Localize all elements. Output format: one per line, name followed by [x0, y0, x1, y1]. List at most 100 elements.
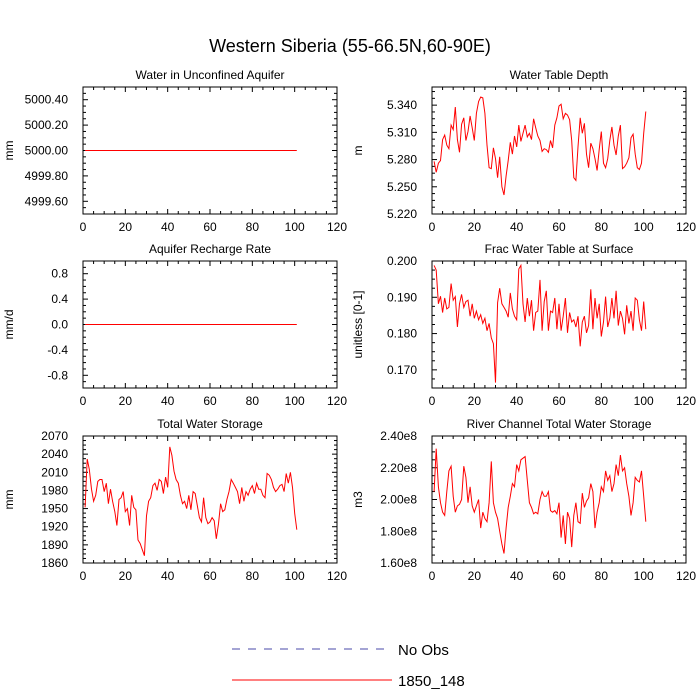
- x-tick-label: 100: [634, 569, 654, 583]
- series-line: [433, 96, 647, 196]
- y-tick-label: 2.00e8: [380, 493, 417, 507]
- x-tick-label: 20: [468, 220, 482, 234]
- panel-title: Water in Unconfined Aquifer: [136, 68, 285, 82]
- y-tick-label: 5.220: [387, 207, 417, 221]
- x-tick-label: 60: [203, 569, 217, 583]
- x-tick-label: 80: [246, 569, 260, 583]
- y-tick-label: -0.4: [47, 343, 68, 357]
- panel-title: River Channel Total Water Storage: [467, 417, 652, 431]
- panel-title: Water Table Depth: [510, 68, 609, 82]
- y-tick-label: -0.8: [47, 368, 68, 382]
- plot-frame: [431, 260, 687, 389]
- panel-river-channel-total-water-storage: River Channel Total Water Storage m3 0 20 40…: [351, 417, 696, 583]
- y-tick-label: 0.8: [51, 267, 68, 281]
- y-tick-label: 2070: [41, 429, 68, 443]
- y-tick-label: 0.200: [387, 254, 417, 268]
- panel-title: Aquifer Recharge Rate: [149, 242, 271, 256]
- plot-frame: [82, 435, 338, 564]
- y-tick-label: 5000.40: [25, 93, 69, 107]
- y-tick-label: 1890: [41, 538, 68, 552]
- y-axis-label: unitless [0-1]: [351, 290, 365, 358]
- y-tick-label: 1.60e8: [380, 556, 417, 570]
- x-tick-label: 100: [285, 394, 305, 408]
- x-tick-label: 0: [429, 220, 436, 234]
- y-tick-label: 2010: [41, 465, 68, 479]
- x-tick-label: 0: [80, 220, 87, 234]
- x-tick-label: 100: [634, 394, 654, 408]
- y-tick-label: 5.250: [387, 180, 417, 194]
- y-tick-label: 1980: [41, 483, 68, 497]
- y-tick-label: 1860: [41, 556, 68, 570]
- y-axis-label: m3: [351, 491, 365, 508]
- x-tick-label: 120: [676, 220, 696, 234]
- x-tick-label: 100: [285, 569, 305, 583]
- x-tick-label: 80: [246, 394, 260, 408]
- series-line: [433, 263, 647, 383]
- x-tick-label: 120: [327, 569, 347, 583]
- x-tick-label: 120: [676, 394, 696, 408]
- y-tick-label: 0.170: [387, 363, 417, 377]
- x-tick-label: 80: [595, 394, 609, 408]
- x-tick-label: 40: [510, 569, 524, 583]
- x-tick-label: 20: [468, 569, 482, 583]
- y-tick-label: 5.280: [387, 153, 417, 167]
- y-tick-label: 1.80e8: [380, 524, 417, 538]
- x-tick-label: 120: [327, 394, 347, 408]
- panel-total-water-storage: Total Water Storage mm 0 20 40 60 80 100 120 1860…: [2, 417, 347, 583]
- y-tick-label: 0.4: [51, 292, 68, 306]
- x-tick-label: 60: [203, 394, 217, 408]
- x-tick-label: 60: [552, 220, 566, 234]
- x-tick-label: 120: [676, 569, 696, 583]
- x-tick-label: 120: [327, 220, 347, 234]
- y-tick-label: 0.0: [51, 318, 68, 332]
- y-tick-label: 5.310: [387, 125, 417, 139]
- y-tick-label: 0.180: [387, 327, 417, 341]
- x-tick-label: 60: [552, 394, 566, 408]
- x-tick-label: 0: [80, 569, 87, 583]
- x-tick-label: 40: [510, 394, 524, 408]
- x-tick-label: 20: [468, 394, 482, 408]
- y-tick-label: 4999.60: [25, 194, 69, 208]
- panel-aquifer-recharge-rate: Aquifer Recharge Rate mm/d 0 20 40 60 80 100 120…: [2, 242, 347, 408]
- x-tick-label: 80: [595, 220, 609, 234]
- x-tick-label: 20: [119, 220, 133, 234]
- y-tick-label: 5.340: [387, 98, 417, 112]
- panel-frac-water-table-at-surface: Frac Water Table at Surface unitless [0-1…: [351, 242, 696, 408]
- x-tick-label: 80: [595, 569, 609, 583]
- series-line: [433, 448, 647, 554]
- y-tick-label: 2.40e8: [380, 429, 417, 443]
- figure-title: Western Siberia (55-66.5N,60-90E): [209, 36, 491, 56]
- x-tick-label: 40: [510, 220, 524, 234]
- y-tick-label: 5000.00: [25, 144, 69, 158]
- x-tick-label: 40: [161, 394, 175, 408]
- x-tick-label: 60: [552, 569, 566, 583]
- series-line: [84, 446, 298, 556]
- y-tick-label: 1950: [41, 502, 68, 516]
- x-tick-label: 20: [119, 569, 133, 583]
- x-tick-label: 0: [429, 394, 436, 408]
- x-tick-label: 60: [203, 220, 217, 234]
- legend-label-obs: No Obs: [398, 642, 449, 659]
- y-tick-label: 5000.20: [25, 118, 69, 132]
- x-tick-label: 100: [634, 220, 654, 234]
- x-tick-label: 40: [161, 220, 175, 234]
- x-tick-label: 0: [429, 569, 436, 583]
- y-axis-label: mm: [2, 141, 16, 161]
- y-tick-label: 2.20e8: [380, 461, 417, 475]
- plot-frame: [431, 435, 687, 564]
- panel-water-in-unconfined-aquifer: Water in Unconfined Aquifer mm 0 20 40 60 80 10…: [2, 68, 347, 234]
- panel-title: Total Water Storage: [157, 417, 263, 431]
- legend-label-model: 1850_148: [398, 673, 465, 690]
- x-tick-label: 20: [119, 394, 133, 408]
- y-tick-label: 2040: [41, 447, 68, 461]
- y-tick-label: 0.190: [387, 290, 417, 304]
- panel-title: Frac Water Table at Surface: [485, 242, 634, 256]
- x-tick-label: 0: [80, 394, 87, 408]
- y-axis-label: mm: [2, 490, 16, 510]
- y-tick-label: 4999.80: [25, 169, 69, 183]
- y-tick-label: 1920: [41, 520, 68, 534]
- legend: No Obs 1850_148: [232, 642, 465, 690]
- x-tick-label: 100: [285, 220, 305, 234]
